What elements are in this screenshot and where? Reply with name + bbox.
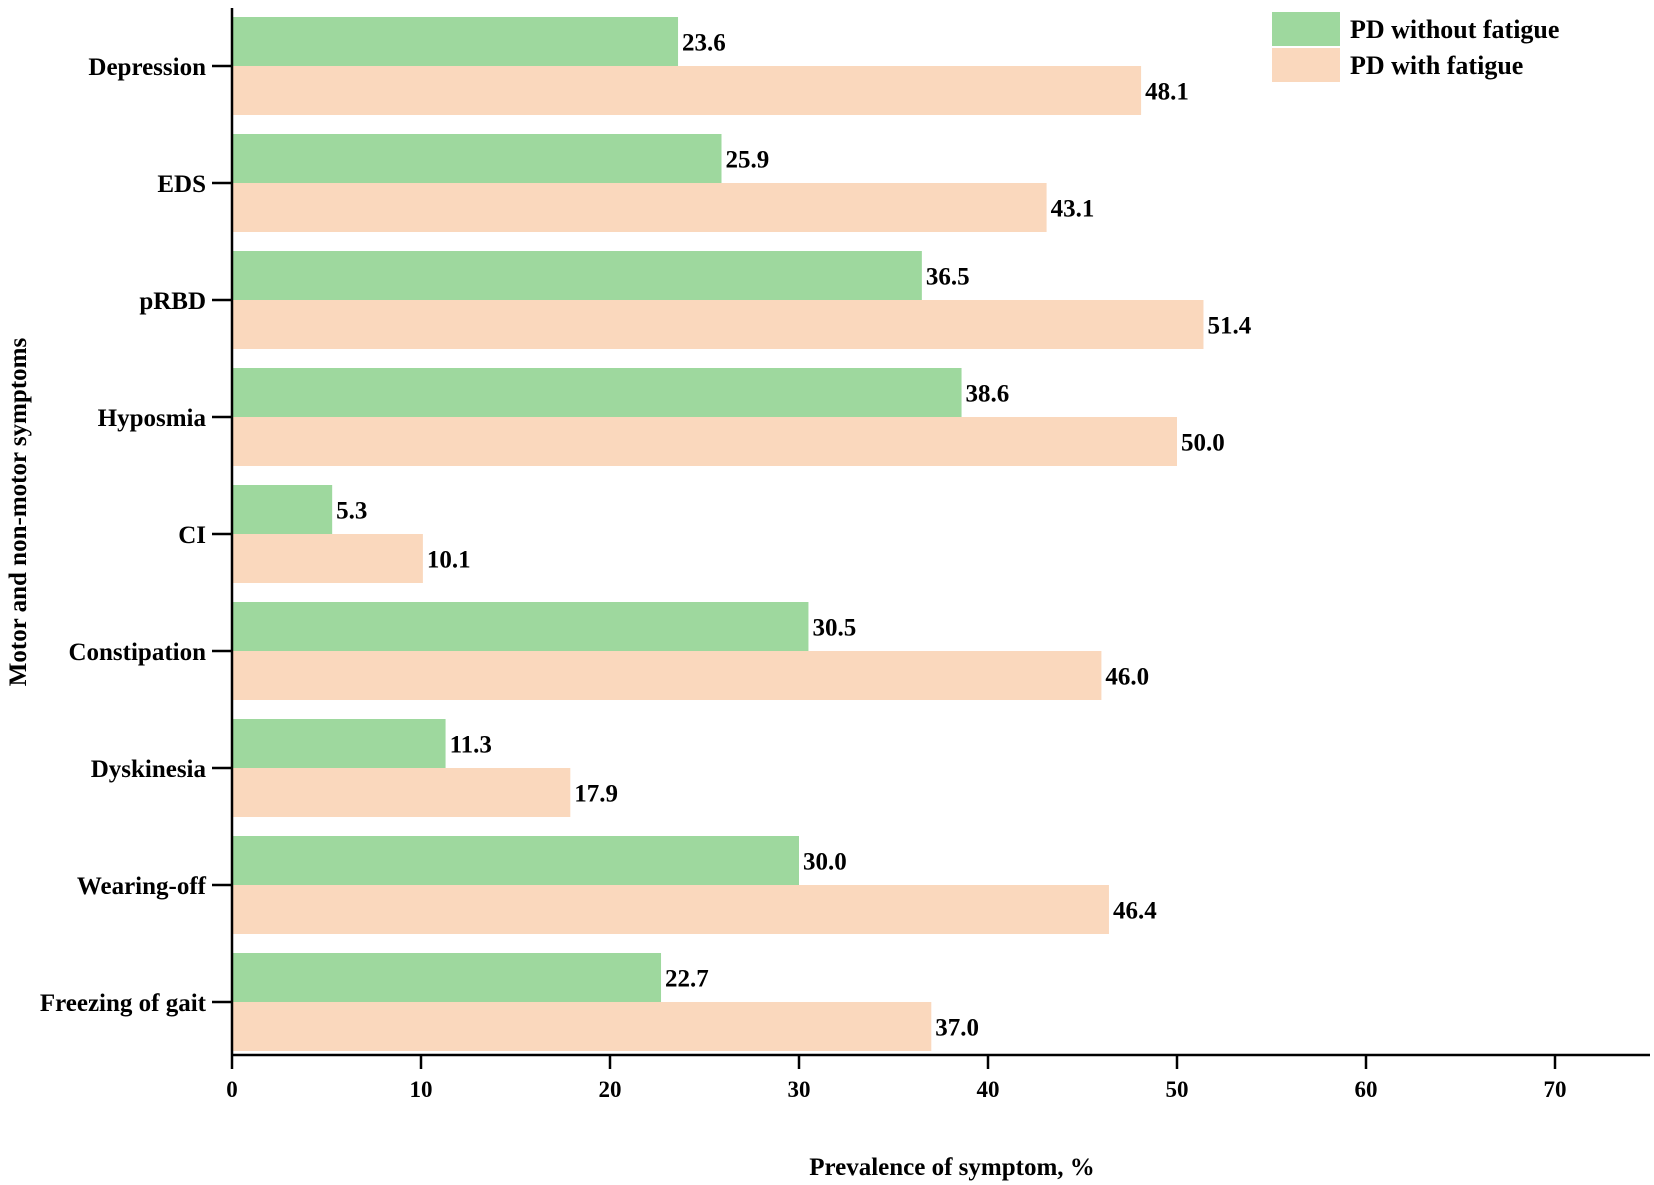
bar-depression-with-fatigue — [232, 66, 1142, 115]
bar-ci-with-fatigue — [232, 534, 423, 583]
bar-constipation-without-fatigue — [232, 602, 809, 651]
value-label-dyskinesia-with-fatigue: 17.9 — [574, 781, 618, 808]
legend-swatch-without-fatigue — [1272, 12, 1340, 46]
value-label-eds-with-fatigue: 43.1 — [1051, 196, 1095, 223]
x-tick-label-70: 70 — [1544, 1077, 1567, 1102]
value-label-ci-without-fatigue: 5.3 — [336, 498, 367, 525]
value-label-constipation-without-fatigue: 30.5 — [812, 615, 856, 642]
category-label-dyskinesia: Dyskinesia — [91, 756, 207, 783]
legend-swatch-with-fatigue — [1272, 48, 1340, 82]
x-tick-label-50: 50 — [1166, 1077, 1189, 1102]
x-tick-label-30: 30 — [788, 1077, 811, 1102]
category-label-eds: EDS — [157, 171, 206, 198]
value-label-eds-without-fatigue: 25.9 — [726, 147, 770, 174]
category-label-ci: CI — [178, 522, 206, 549]
legend-label-with-fatigue: PD with fatigue — [1350, 51, 1523, 80]
bar-wearing-off-with-fatigue — [232, 885, 1109, 934]
value-label-hyposmia-with-fatigue: 50.0 — [1181, 430, 1225, 457]
value-label-wearing-off-without-fatigue: 30.0 — [803, 849, 847, 876]
value-label-freezing-of-gait-without-fatigue: 22.7 — [665, 966, 709, 993]
value-label-depression-without-fatigue: 23.6 — [682, 30, 726, 57]
ticks-layer: 0 10 20 30 40 50 60 70 — [212, 64, 1567, 1102]
x-tick-label-10: 10 — [410, 1077, 433, 1102]
bar-freezing-of-gait-without-fatigue — [232, 953, 662, 1002]
bar-depression-without-fatigue — [232, 17, 679, 66]
category-label-constipation: Constipation — [68, 639, 206, 666]
bar-eds-with-fatigue — [232, 183, 1047, 232]
bar-freezing-of-gait-with-fatigue — [232, 1002, 932, 1051]
x-tick-label-20: 20 — [599, 1077, 622, 1102]
bar-eds-without-fatigue — [232, 134, 722, 183]
labels-layer: Depression 23.6 48.1 EDS 25.9 43.1 pRBD 36.5 51.… — [40, 30, 1252, 1042]
bar-prbd-without-fatigue — [232, 251, 922, 300]
x-tick-label-0: 0 — [226, 1077, 238, 1102]
bars-layer — [232, 17, 1204, 1051]
value-label-constipation-with-fatigue: 46.0 — [1105, 664, 1149, 691]
bar-ci-without-fatigue — [232, 485, 333, 534]
value-label-wearing-off-with-fatigue: 46.4 — [1113, 898, 1157, 925]
category-label-depression: Depression — [88, 54, 206, 81]
bar-dyskinesia-without-fatigue — [232, 719, 446, 768]
category-label-wearing-off: Wearing-off — [77, 873, 207, 900]
value-label-depression-with-fatigue: 48.1 — [1145, 79, 1189, 106]
category-label-prbd: pRBD — [139, 288, 206, 315]
y-axis-title: Motor and non-motor symptoms — [5, 338, 32, 687]
value-label-freezing-of-gait-with-fatigue: 37.0 — [935, 1015, 979, 1042]
x-tick-label-60: 60 — [1355, 1077, 1378, 1102]
category-label-hyposmia: Hyposmia — [98, 405, 207, 432]
legend-label-without-fatigue: PD without fatigue — [1350, 15, 1559, 44]
legend: PD without fatigue PD with fatigue — [1272, 12, 1559, 82]
bar-dyskinesia-with-fatigue — [232, 768, 571, 817]
bar-hyposmia-without-fatigue — [232, 368, 962, 417]
category-label-freezing-of-gait: Freezing of gait — [40, 990, 207, 1017]
bar-constipation-with-fatigue — [232, 651, 1102, 700]
value-label-dyskinesia-without-fatigue: 11.3 — [450, 732, 492, 759]
bar-prbd-with-fatigue — [232, 300, 1204, 349]
x-axis-title: Prevalence of symptom, % — [809, 1154, 1095, 1181]
value-label-prbd-without-fatigue: 36.5 — [926, 264, 970, 291]
value-label-hyposmia-without-fatigue: 38.6 — [966, 381, 1010, 408]
bar-hyposmia-with-fatigue — [232, 417, 1177, 466]
bar-wearing-off-without-fatigue — [232, 836, 799, 885]
value-label-ci-with-fatigue: 10.1 — [427, 547, 471, 574]
x-tick-label-40: 40 — [977, 1077, 1000, 1102]
value-label-prbd-with-fatigue: 51.4 — [1207, 313, 1251, 340]
